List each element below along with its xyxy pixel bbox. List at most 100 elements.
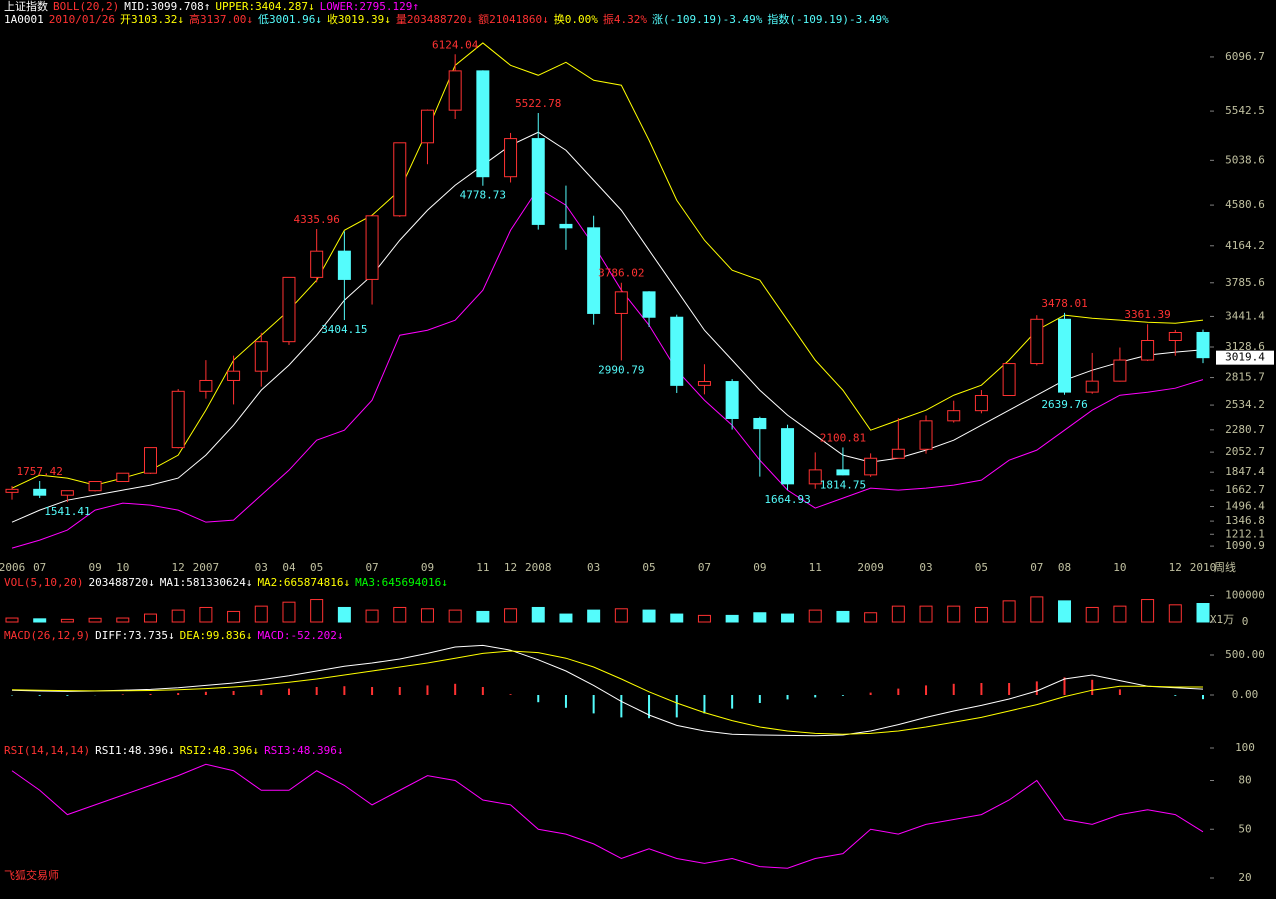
candle-body: [60, 490, 74, 496]
last-price: 3019.4: [1225, 351, 1265, 364]
legend-item: 低3001.96↓: [257, 13, 322, 26]
candle-body: [808, 469, 822, 485]
header-row: 上证指数 BOLL(20,2) MID:3099.708↑ UPPER:3404.28…: [4, 0, 424, 13]
x-tick-label: 2006: [0, 561, 25, 574]
volume-bar: [559, 613, 573, 623]
candle-body: [836, 469, 850, 476]
panel-legend: MACD(26,12,9) DIFF:73.735↓ DEA:99.836↓ MACD…: [4, 629, 349, 642]
candle-body: [891, 448, 905, 459]
header-row: 1A0001 2010/01/26 开3103.32↓ 高3137.00↓ 低3001.…: [4, 13, 894, 26]
price-annotation: 2990.79: [598, 363, 644, 376]
x-tick-label: 07: [365, 561, 378, 574]
candle-body: [33, 488, 47, 496]
candle-body: [1113, 359, 1127, 382]
price-annotation: 3786.02: [598, 267, 644, 280]
candle-body: [420, 109, 434, 144]
candle-body: [670, 316, 684, 386]
legend-item: UPPER:3404.287↓: [215, 0, 315, 13]
candle-body: [614, 291, 628, 314]
candle-body: [143, 447, 157, 474]
legend-item: 上证指数: [4, 0, 48, 13]
x-tick-label: 04: [282, 561, 296, 574]
x-tick-label: 11: [809, 561, 822, 574]
price-annotation: 4335.96: [293, 213, 339, 226]
candle-body: [947, 410, 961, 422]
volume-bar: [697, 614, 711, 623]
candle-body: [559, 223, 573, 229]
volume-bar: [199, 606, 213, 623]
candle-body: [1085, 380, 1099, 393]
panel-legend: VOL(5,10,20) 203488720↓ MA1:581330624↓ MA2:…: [4, 576, 453, 589]
candle-body: [531, 138, 545, 225]
legend-item: 振4.32%: [602, 13, 648, 26]
candle-body: [974, 395, 988, 412]
volume-bar: [753, 612, 767, 623]
x-tick-label: 10: [116, 561, 129, 574]
volume-bar: [642, 609, 656, 623]
candle-body: [1030, 318, 1044, 365]
price-annotation: 3478.01: [1041, 297, 1087, 310]
candle-body: [725, 381, 739, 419]
legend-item: RSI3:48.396↓: [264, 744, 344, 757]
period-label: 周线: [1214, 560, 1236, 574]
legend-item: DEA:99.836↓: [179, 629, 253, 642]
candle-body: [116, 472, 130, 483]
y-tick-label: 3441.4: [1225, 309, 1265, 322]
legend-item: VOL(5,10,20): [4, 576, 84, 589]
candle-body: [642, 291, 656, 318]
y-tick-label: 1090.9: [1225, 539, 1265, 552]
x-tick-label: 2007: [193, 561, 220, 574]
y-tick-label: 2815.7: [1225, 371, 1265, 384]
x-tick-label: 05: [975, 561, 988, 574]
candle-body: [282, 276, 296, 343]
y-tick-label: 4580.6: [1225, 198, 1265, 211]
volume-bar: [254, 605, 268, 623]
panel-legend: RSI(14,14,14) RSI1:48.396↓ RSI2:48.396↓ RSI…: [4, 744, 349, 757]
legend-item: MA1:581330624↓: [159, 576, 253, 589]
indicator-line: [11, 644, 1204, 737]
y-tick-label: 100: [1235, 741, 1255, 754]
volume-bar: [781, 613, 795, 623]
x-tick-label: 11: [476, 561, 489, 574]
x-tick-label: 12: [172, 561, 185, 574]
volume-bar: [1030, 596, 1044, 623]
price-annotation: 4778.73: [460, 189, 506, 202]
volume-bar: [670, 613, 684, 623]
candle-body: [199, 379, 213, 392]
x-tick-label: 12: [504, 561, 517, 574]
y-tick-label: 4164.2: [1225, 239, 1265, 252]
x-tick-label: 2008: [525, 561, 552, 574]
y-tick-label: 500.00: [1225, 648, 1265, 661]
y-tick-label: 2534.2: [1225, 398, 1265, 411]
candle-body: [504, 138, 518, 178]
volume-bar: [864, 612, 878, 623]
candle-body: [1002, 363, 1016, 397]
legend-item: 高3137.00↓: [188, 13, 253, 26]
y-tick-label: 3128.6: [1225, 340, 1265, 353]
price-annotation: 2639.76: [1041, 398, 1087, 411]
candle-body: [1196, 331, 1210, 359]
footer: 飞狐交易师: [4, 869, 59, 882]
y-tick-label: 3785.6: [1225, 276, 1265, 289]
indicator-line: [11, 763, 1204, 869]
volume-bar: [974, 606, 988, 623]
volume-bar: [365, 609, 379, 623]
volume-bar: [947, 605, 961, 623]
legend-item: 1A0001: [4, 13, 44, 26]
boll-line: [11, 42, 1204, 489]
candle-body: [697, 381, 711, 386]
candle-body: [310, 250, 324, 278]
volume-bar: [1113, 605, 1127, 623]
volume-bar: [116, 617, 130, 623]
volume-bar: [88, 617, 102, 623]
volume-bar: [614, 608, 628, 623]
x-tick-label: 2009: [857, 561, 884, 574]
candle-body: [171, 390, 185, 449]
x-tick-label: 05: [310, 561, 323, 574]
candle-body: [864, 457, 878, 476]
y-tick-label: 50: [1238, 822, 1251, 835]
x-tick-label: 08: [1058, 561, 1071, 574]
candle-body: [88, 481, 102, 492]
